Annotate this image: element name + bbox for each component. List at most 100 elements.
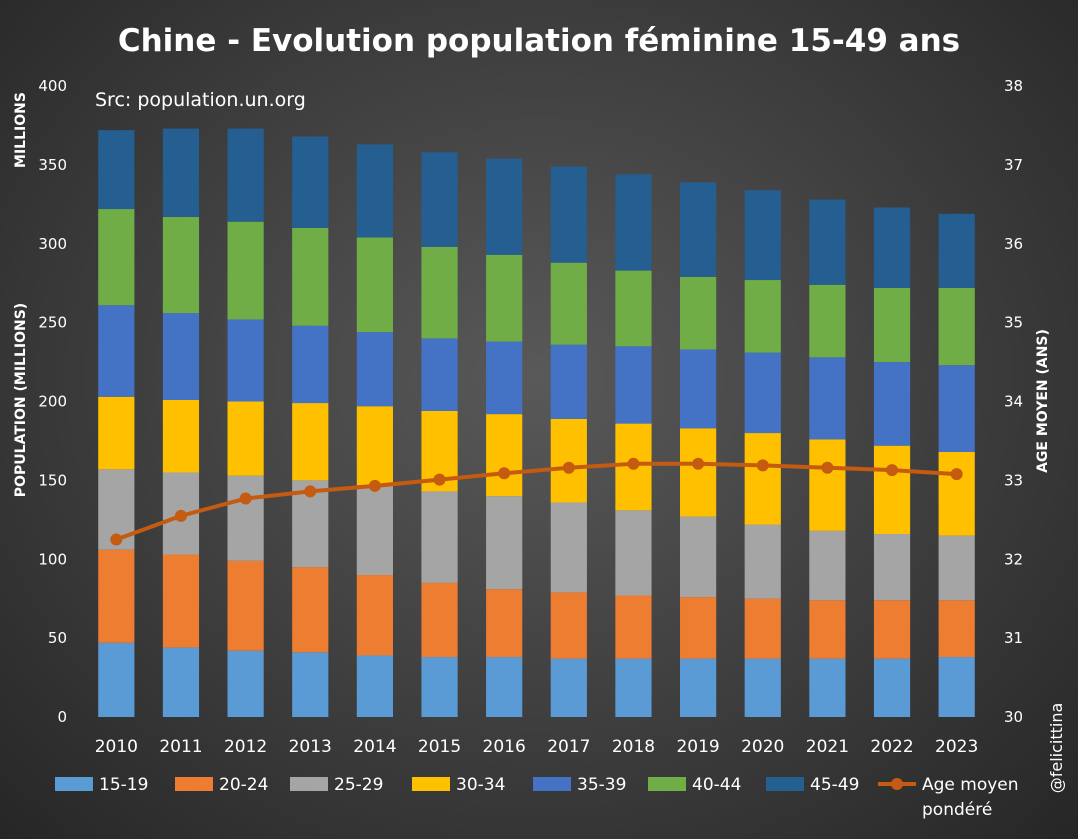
bar-segment-20-24 [873, 600, 911, 659]
bar-segment-35-39 [486, 341, 523, 415]
y2-tick-label: 33 [1004, 471, 1023, 489]
x-tick-label: 2014 [353, 737, 396, 757]
bar-segment-45-49 [162, 128, 200, 217]
legend-label: 30-34 [456, 775, 505, 795]
x-tick-label: 2016 [483, 737, 526, 757]
y-tick-label: 150 [38, 471, 67, 489]
y-axis-label: POPULATION (MILLIONS) [13, 303, 29, 497]
bar-segment-15-19 [873, 658, 911, 717]
y2-tick-label: 35 [1004, 314, 1023, 332]
bar-segment-40-44 [680, 276, 717, 350]
legend-swatch-20-24 [175, 777, 213, 791]
bar-segment-30-34 [162, 399, 200, 473]
bar-segment-30-34 [550, 418, 587, 503]
bar-segment-20-24 [227, 560, 264, 651]
bar-segment-40-44 [486, 254, 523, 342]
y-tick-label: 250 [38, 314, 67, 332]
bar-segment-40-44 [873, 287, 911, 363]
bar-segment-40-44 [292, 227, 329, 326]
x-tick-label: 2013 [289, 737, 332, 757]
bar-segment-40-44 [809, 284, 846, 358]
bar-segment-45-49 [873, 207, 911, 288]
y-tick-label: 100 [38, 550, 67, 568]
bar-segment-35-39 [98, 305, 135, 397]
bar-segment-20-24 [162, 554, 200, 648]
y-tick-label: 350 [38, 156, 67, 174]
source-note: Src: population.un.org [95, 89, 306, 111]
bar-segment-20-24 [356, 575, 393, 656]
legend-label: 15-19 [99, 775, 148, 795]
bar-segment-45-49 [421, 152, 458, 247]
y-tick-label: 400 [38, 77, 67, 95]
bar-segment-40-44 [744, 280, 781, 353]
bar-segment-45-49 [615, 174, 652, 271]
legend-swatch-35-39 [533, 777, 571, 791]
bar-segment-45-49 [227, 128, 264, 222]
chart-title: Chine - Evolution population féminine 15… [118, 23, 960, 59]
bar-segment-30-34 [744, 433, 781, 525]
y2-tick-label: 36 [1004, 235, 1023, 253]
line-point [110, 533, 123, 546]
bar-segment-30-34 [938, 451, 975, 536]
bar-segment-35-39 [227, 319, 264, 402]
y2-tick-label: 38 [1004, 77, 1023, 95]
bar-segment-15-19 [809, 658, 846, 717]
bar-segment-25-29 [227, 475, 264, 561]
legend-label: 35-39 [577, 775, 626, 795]
x-tick-label: 2012 [224, 737, 267, 757]
bar-segment-35-39 [809, 357, 846, 440]
y2-axis-label: AGE MOYEN (ANS) [1035, 329, 1051, 473]
bar-segment-20-24 [938, 600, 975, 658]
bar-segment-45-49 [356, 144, 393, 238]
bar-segment-35-39 [615, 346, 652, 424]
legend-label: 25-29 [334, 775, 383, 795]
bar-segment-30-34 [486, 414, 523, 497]
bar-segment-40-44 [938, 287, 975, 366]
bar-segment-25-29 [873, 534, 911, 601]
bar-segment-15-19 [486, 657, 523, 717]
bar-segment-15-19 [162, 647, 200, 717]
x-tick-label: 2015 [418, 737, 461, 757]
x-tick-label: 2021 [806, 737, 849, 757]
bar-segment-30-34 [873, 445, 911, 535]
bar-segment-45-49 [938, 213, 975, 288]
bar-segment-30-34 [356, 406, 393, 486]
bar-segment-15-19 [227, 650, 264, 717]
x-tick-label: 2023 [935, 737, 978, 757]
bar-segment-35-39 [162, 313, 200, 400]
legend-label-line2: pondéré [922, 800, 992, 820]
plot-area: 0 50 100 150 200 250 300 350 400 30 31 32 33 34 35 36 37… [38, 77, 1023, 757]
bar-segment-25-29 [615, 510, 652, 596]
line-point [368, 479, 381, 492]
y2-tick-label: 31 [1004, 629, 1023, 647]
x-tick-label: 2018 [612, 737, 655, 757]
bar-segment-25-29 [356, 485, 393, 576]
bar-segment-40-44 [615, 270, 652, 347]
y-tick-label: 300 [38, 235, 67, 253]
x-tick-label: 2019 [676, 737, 719, 757]
y2-tick-label: 34 [1004, 393, 1023, 411]
line-point [950, 468, 963, 481]
y2-tick-label: 32 [1004, 550, 1023, 568]
bar-segment-35-39 [744, 352, 781, 434]
x-tick-label: 2011 [159, 737, 202, 757]
legend: 15-19 20-24 25-29 30-34 35-39 40-44 45-49 Age m… [55, 775, 1019, 820]
y-tick-label: 50 [48, 629, 67, 647]
bar-segment-20-24 [615, 595, 652, 659]
line-point [433, 473, 446, 486]
bar-segment-35-39 [873, 362, 911, 446]
line-point [821, 461, 834, 474]
line-point [174, 509, 187, 522]
bar-segment-35-39 [292, 325, 329, 404]
bar-segment-25-29 [421, 491, 458, 583]
line-point [304, 485, 317, 498]
legend-swatch-15-19 [55, 777, 93, 791]
line-point [692, 457, 705, 470]
bar-segment-25-29 [744, 524, 781, 599]
bar-segment-40-44 [550, 262, 587, 345]
bar-segment-40-44 [98, 209, 135, 306]
bar-segment-45-49 [550, 166, 587, 263]
legend-label: 40-44 [692, 775, 741, 795]
bar-segment-45-49 [292, 136, 329, 228]
